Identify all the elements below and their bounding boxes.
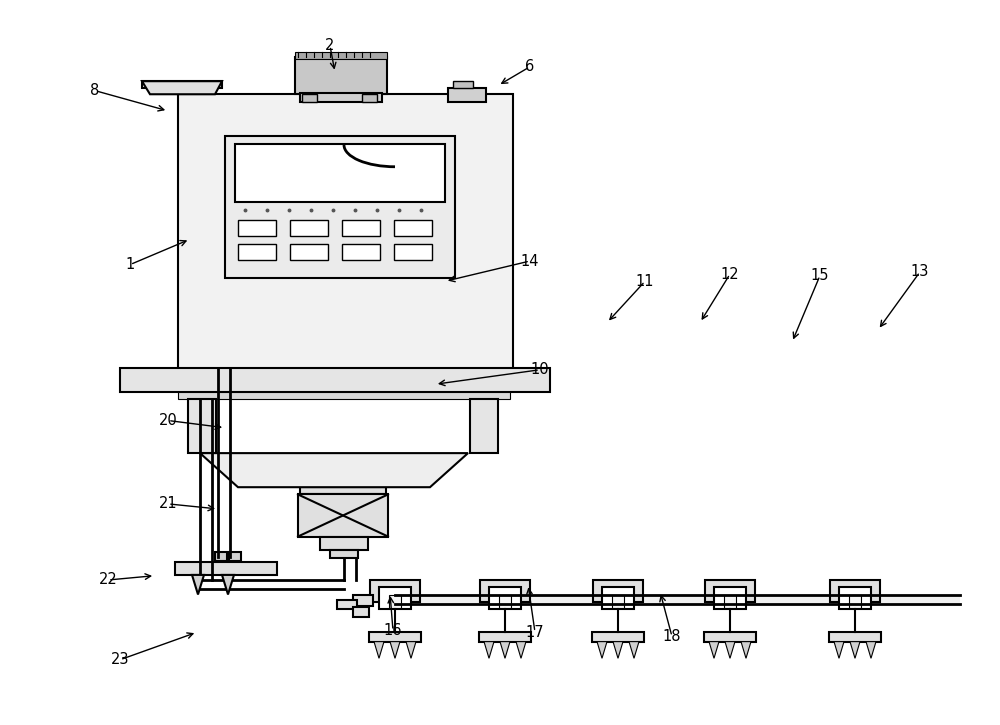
Bar: [300, 487, 386, 494]
Polygon shape: [725, 642, 735, 658]
Bar: [229, 552, 241, 561]
Bar: [188, 399, 216, 453]
Bar: [120, 368, 550, 392]
Bar: [499, 594, 511, 608]
Bar: [295, 52, 387, 59]
Bar: [330, 550, 358, 558]
Polygon shape: [834, 642, 844, 658]
Bar: [479, 632, 531, 642]
Polygon shape: [200, 453, 468, 487]
Bar: [839, 587, 871, 609]
Polygon shape: [374, 642, 384, 658]
Bar: [302, 94, 317, 102]
Text: 12: 12: [721, 267, 739, 281]
Polygon shape: [484, 642, 494, 658]
Polygon shape: [866, 642, 876, 658]
Bar: [225, 136, 455, 278]
Bar: [300, 93, 382, 102]
Bar: [394, 244, 432, 260]
Bar: [290, 244, 328, 260]
Bar: [290, 220, 328, 236]
Polygon shape: [613, 642, 623, 658]
Text: 8: 8: [90, 83, 100, 98]
Text: 18: 18: [663, 629, 681, 644]
Bar: [370, 580, 420, 602]
Text: 21: 21: [159, 497, 177, 511]
Bar: [142, 81, 222, 88]
Bar: [320, 536, 368, 550]
Bar: [470, 399, 498, 453]
Polygon shape: [629, 642, 639, 658]
Text: 23: 23: [111, 652, 129, 667]
Text: 13: 13: [911, 265, 929, 279]
Bar: [489, 587, 521, 609]
Bar: [829, 632, 881, 642]
Bar: [178, 94, 513, 370]
Bar: [342, 220, 380, 236]
Bar: [389, 594, 401, 608]
Bar: [453, 81, 473, 88]
Bar: [175, 562, 277, 575]
Text: 10: 10: [531, 362, 549, 377]
Bar: [353, 607, 369, 617]
Bar: [602, 587, 634, 609]
Bar: [298, 494, 388, 536]
Text: 14: 14: [521, 254, 539, 268]
Bar: [592, 632, 644, 642]
Bar: [394, 220, 432, 236]
Bar: [612, 594, 624, 608]
Polygon shape: [741, 642, 751, 658]
Bar: [337, 600, 357, 609]
Bar: [395, 594, 960, 604]
Polygon shape: [390, 642, 400, 658]
Bar: [705, 580, 755, 602]
Bar: [448, 88, 486, 102]
Text: 1: 1: [125, 257, 135, 272]
Bar: [238, 220, 276, 236]
Polygon shape: [406, 642, 416, 658]
Text: 20: 20: [159, 413, 177, 428]
Text: 11: 11: [636, 274, 654, 289]
Polygon shape: [516, 642, 526, 658]
Polygon shape: [709, 642, 719, 658]
Bar: [704, 632, 756, 642]
Bar: [235, 144, 445, 202]
Bar: [714, 587, 746, 609]
Bar: [362, 94, 377, 102]
Polygon shape: [222, 575, 234, 594]
Polygon shape: [500, 642, 510, 658]
Bar: [379, 587, 411, 609]
Bar: [369, 632, 421, 642]
Bar: [593, 580, 643, 602]
Bar: [480, 580, 530, 602]
Bar: [215, 552, 227, 561]
Polygon shape: [850, 642, 860, 658]
Bar: [238, 244, 276, 260]
Bar: [178, 392, 510, 399]
Polygon shape: [142, 81, 222, 94]
Bar: [830, 580, 880, 602]
Bar: [295, 57, 387, 94]
Bar: [724, 594, 736, 608]
Text: 16: 16: [384, 624, 402, 638]
Bar: [353, 594, 373, 606]
Text: 2: 2: [325, 38, 335, 53]
Text: 22: 22: [99, 573, 117, 587]
Bar: [849, 594, 861, 608]
Bar: [342, 244, 380, 260]
Polygon shape: [597, 642, 607, 658]
Text: 15: 15: [811, 268, 829, 283]
Text: 6: 6: [525, 59, 535, 74]
Text: 17: 17: [526, 625, 544, 639]
Polygon shape: [192, 575, 204, 594]
